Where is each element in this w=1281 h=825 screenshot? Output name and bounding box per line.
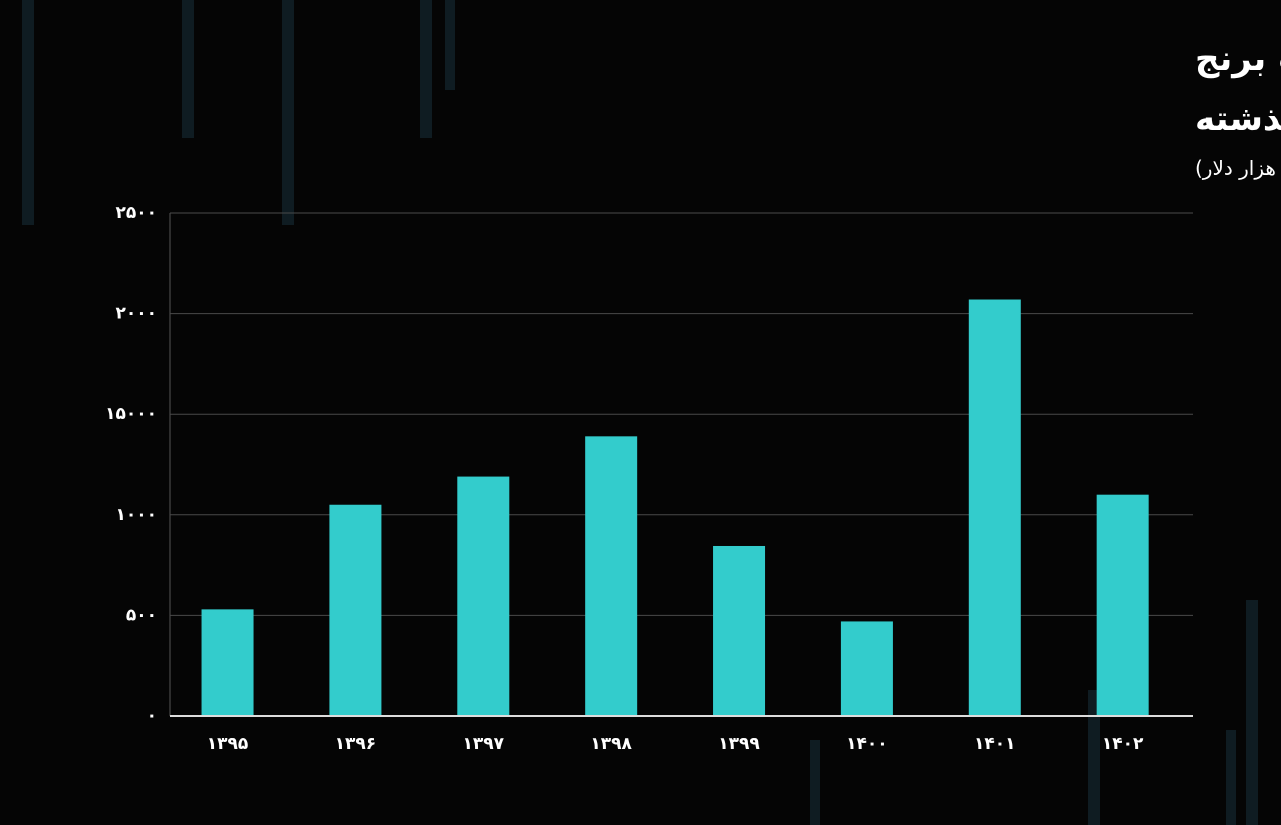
x-tick-label: ۱۴۰۰ <box>846 734 888 754</box>
bar <box>329 504 382 716</box>
x-tick-label: ۱۴۰۱ <box>974 734 1016 754</box>
background-decoration <box>22 0 1258 825</box>
x-tick-label: ۱۳۹۵ <box>207 734 249 754</box>
chart-title: در ۱۰ ماهه نخست هفت سال گذشته <box>1195 99 1281 139</box>
bar <box>201 609 254 716</box>
y-tick-label: ۵۰۰ <box>126 605 157 625</box>
bar <box>713 545 766 716</box>
y-tick-label: ۲۵۰۰ <box>115 203 157 223</box>
y-tick-label: ۱۰۰۰ <box>115 505 157 525</box>
x-tick-label: ۱۳۹۸ <box>590 734 632 754</box>
y-tick-label: ۰ <box>147 706 157 726</box>
x-tick-label: ۱۴۰۲ <box>1102 734 1144 754</box>
y-tick-label: ۲۰۰۰ <box>115 304 157 324</box>
bar <box>840 621 893 716</box>
chart-subtitle: (واحد: هزار دلار) <box>1195 156 1281 180</box>
y-tick-label: ۱۵۰۰۰ <box>105 404 157 424</box>
chart-title: تغییر ارزش دلاری واردات برنج <box>1195 39 1281 79</box>
x-tick-label: ۱۳۹۶ <box>335 734 377 754</box>
bar <box>457 476 510 716</box>
x-tick-label: ۱۳۹۹ <box>718 734 760 754</box>
bar <box>1096 494 1149 716</box>
bar <box>585 436 638 716</box>
bar <box>968 299 1021 716</box>
x-tick-label: ۱۳۹۷ <box>463 734 505 754</box>
